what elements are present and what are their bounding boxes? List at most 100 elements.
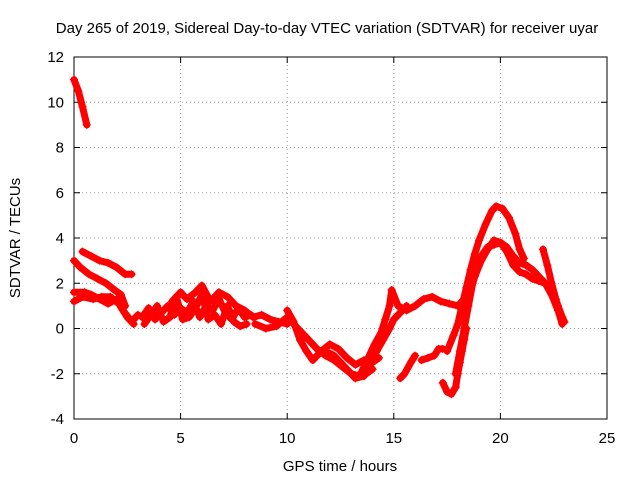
data-point <box>104 299 113 308</box>
series-top-arc <box>78 247 136 279</box>
series-dip-b <box>417 344 447 365</box>
data-point <box>240 306 249 315</box>
data-point <box>556 308 565 317</box>
data-point <box>101 279 110 288</box>
series-dip-a <box>396 351 420 383</box>
data-point <box>195 313 204 322</box>
y-tick-label: 0 <box>56 321 64 338</box>
data-point <box>140 319 149 328</box>
data-point <box>251 319 260 328</box>
data-point <box>504 213 513 222</box>
y-tick-label: 12 <box>47 49 64 66</box>
data-point <box>377 329 386 338</box>
data-point <box>534 276 543 285</box>
data-point <box>411 351 420 360</box>
series-tail <box>539 245 569 326</box>
data-point <box>447 390 456 399</box>
data-point <box>112 263 121 272</box>
data-point <box>308 356 317 365</box>
data-point <box>464 292 473 301</box>
data-point <box>470 249 479 258</box>
data-point <box>266 315 275 324</box>
data-point <box>204 315 213 324</box>
data-point <box>78 247 87 256</box>
data-point <box>443 387 452 396</box>
y-tick-label: -4 <box>51 411 64 428</box>
chart-title: Day 265 of 2019, Sidereal Day-to-day VTE… <box>56 20 598 37</box>
data-point <box>272 322 281 331</box>
series-line <box>70 257 129 310</box>
data-point <box>351 374 360 383</box>
data-point <box>153 301 162 310</box>
data-point <box>325 340 334 349</box>
data-point <box>515 258 524 267</box>
data-point <box>76 263 85 272</box>
y-axis-label: SDTVAR / TECUs <box>7 178 24 298</box>
data-point <box>82 120 91 129</box>
x-tick-labels: 0 5 10 15 20 25 <box>70 430 616 447</box>
series-day-cluster-b <box>140 290 251 331</box>
data-point <box>93 274 102 283</box>
data-point <box>543 261 552 270</box>
series-mid-arc <box>70 256 130 310</box>
data-point <box>438 378 447 387</box>
data-point <box>406 358 415 367</box>
data-point <box>396 374 405 383</box>
data-point <box>106 292 115 301</box>
y-tick-label: 2 <box>56 275 64 292</box>
data-point <box>84 270 93 279</box>
data-point <box>110 286 119 295</box>
x-tick-label: 0 <box>70 430 78 447</box>
data-point <box>70 297 78 306</box>
data-point <box>151 315 160 324</box>
series-line <box>396 352 419 382</box>
data-point <box>176 288 185 297</box>
data-point <box>197 281 206 290</box>
data-point <box>394 301 403 310</box>
data-point <box>521 261 530 270</box>
data-point <box>345 367 354 376</box>
data-point <box>257 310 266 319</box>
data-point <box>357 367 366 376</box>
data-point <box>87 252 96 261</box>
data-point <box>146 310 155 319</box>
x-tick-label: 10 <box>279 430 296 447</box>
data-point <box>229 317 238 326</box>
data-point <box>445 299 454 308</box>
y-tick-label: 10 <box>47 94 64 111</box>
data-point <box>138 313 147 322</box>
data-point <box>387 286 396 295</box>
data-point <box>539 245 548 254</box>
y-tick-label: 4 <box>56 230 64 247</box>
data-point <box>423 353 432 362</box>
data-point <box>411 301 420 310</box>
data-point <box>436 297 445 306</box>
data-point <box>511 229 520 238</box>
x-axis-label: GPS time / hours <box>283 458 397 475</box>
data-point <box>78 102 87 111</box>
series-line <box>443 202 528 355</box>
series-early-high <box>70 75 91 129</box>
data-point <box>283 306 292 315</box>
data-point <box>210 310 219 319</box>
data-point <box>560 317 569 326</box>
data-point <box>400 369 409 378</box>
data-point <box>492 202 501 211</box>
data-point <box>116 290 125 299</box>
x-tick-label: 15 <box>385 430 402 447</box>
data-point <box>451 383 460 392</box>
data-point <box>515 267 524 276</box>
data-point <box>178 315 187 324</box>
data-point <box>191 288 200 297</box>
data-point <box>321 347 330 356</box>
ticks <box>73 56 608 420</box>
data-point <box>185 313 194 322</box>
series-line <box>70 76 91 129</box>
data-point <box>477 256 486 265</box>
x-tick-label: 25 <box>599 430 616 447</box>
data-point <box>342 353 351 362</box>
data-point <box>249 313 258 322</box>
data-point <box>330 351 339 360</box>
series-line <box>539 245 568 326</box>
